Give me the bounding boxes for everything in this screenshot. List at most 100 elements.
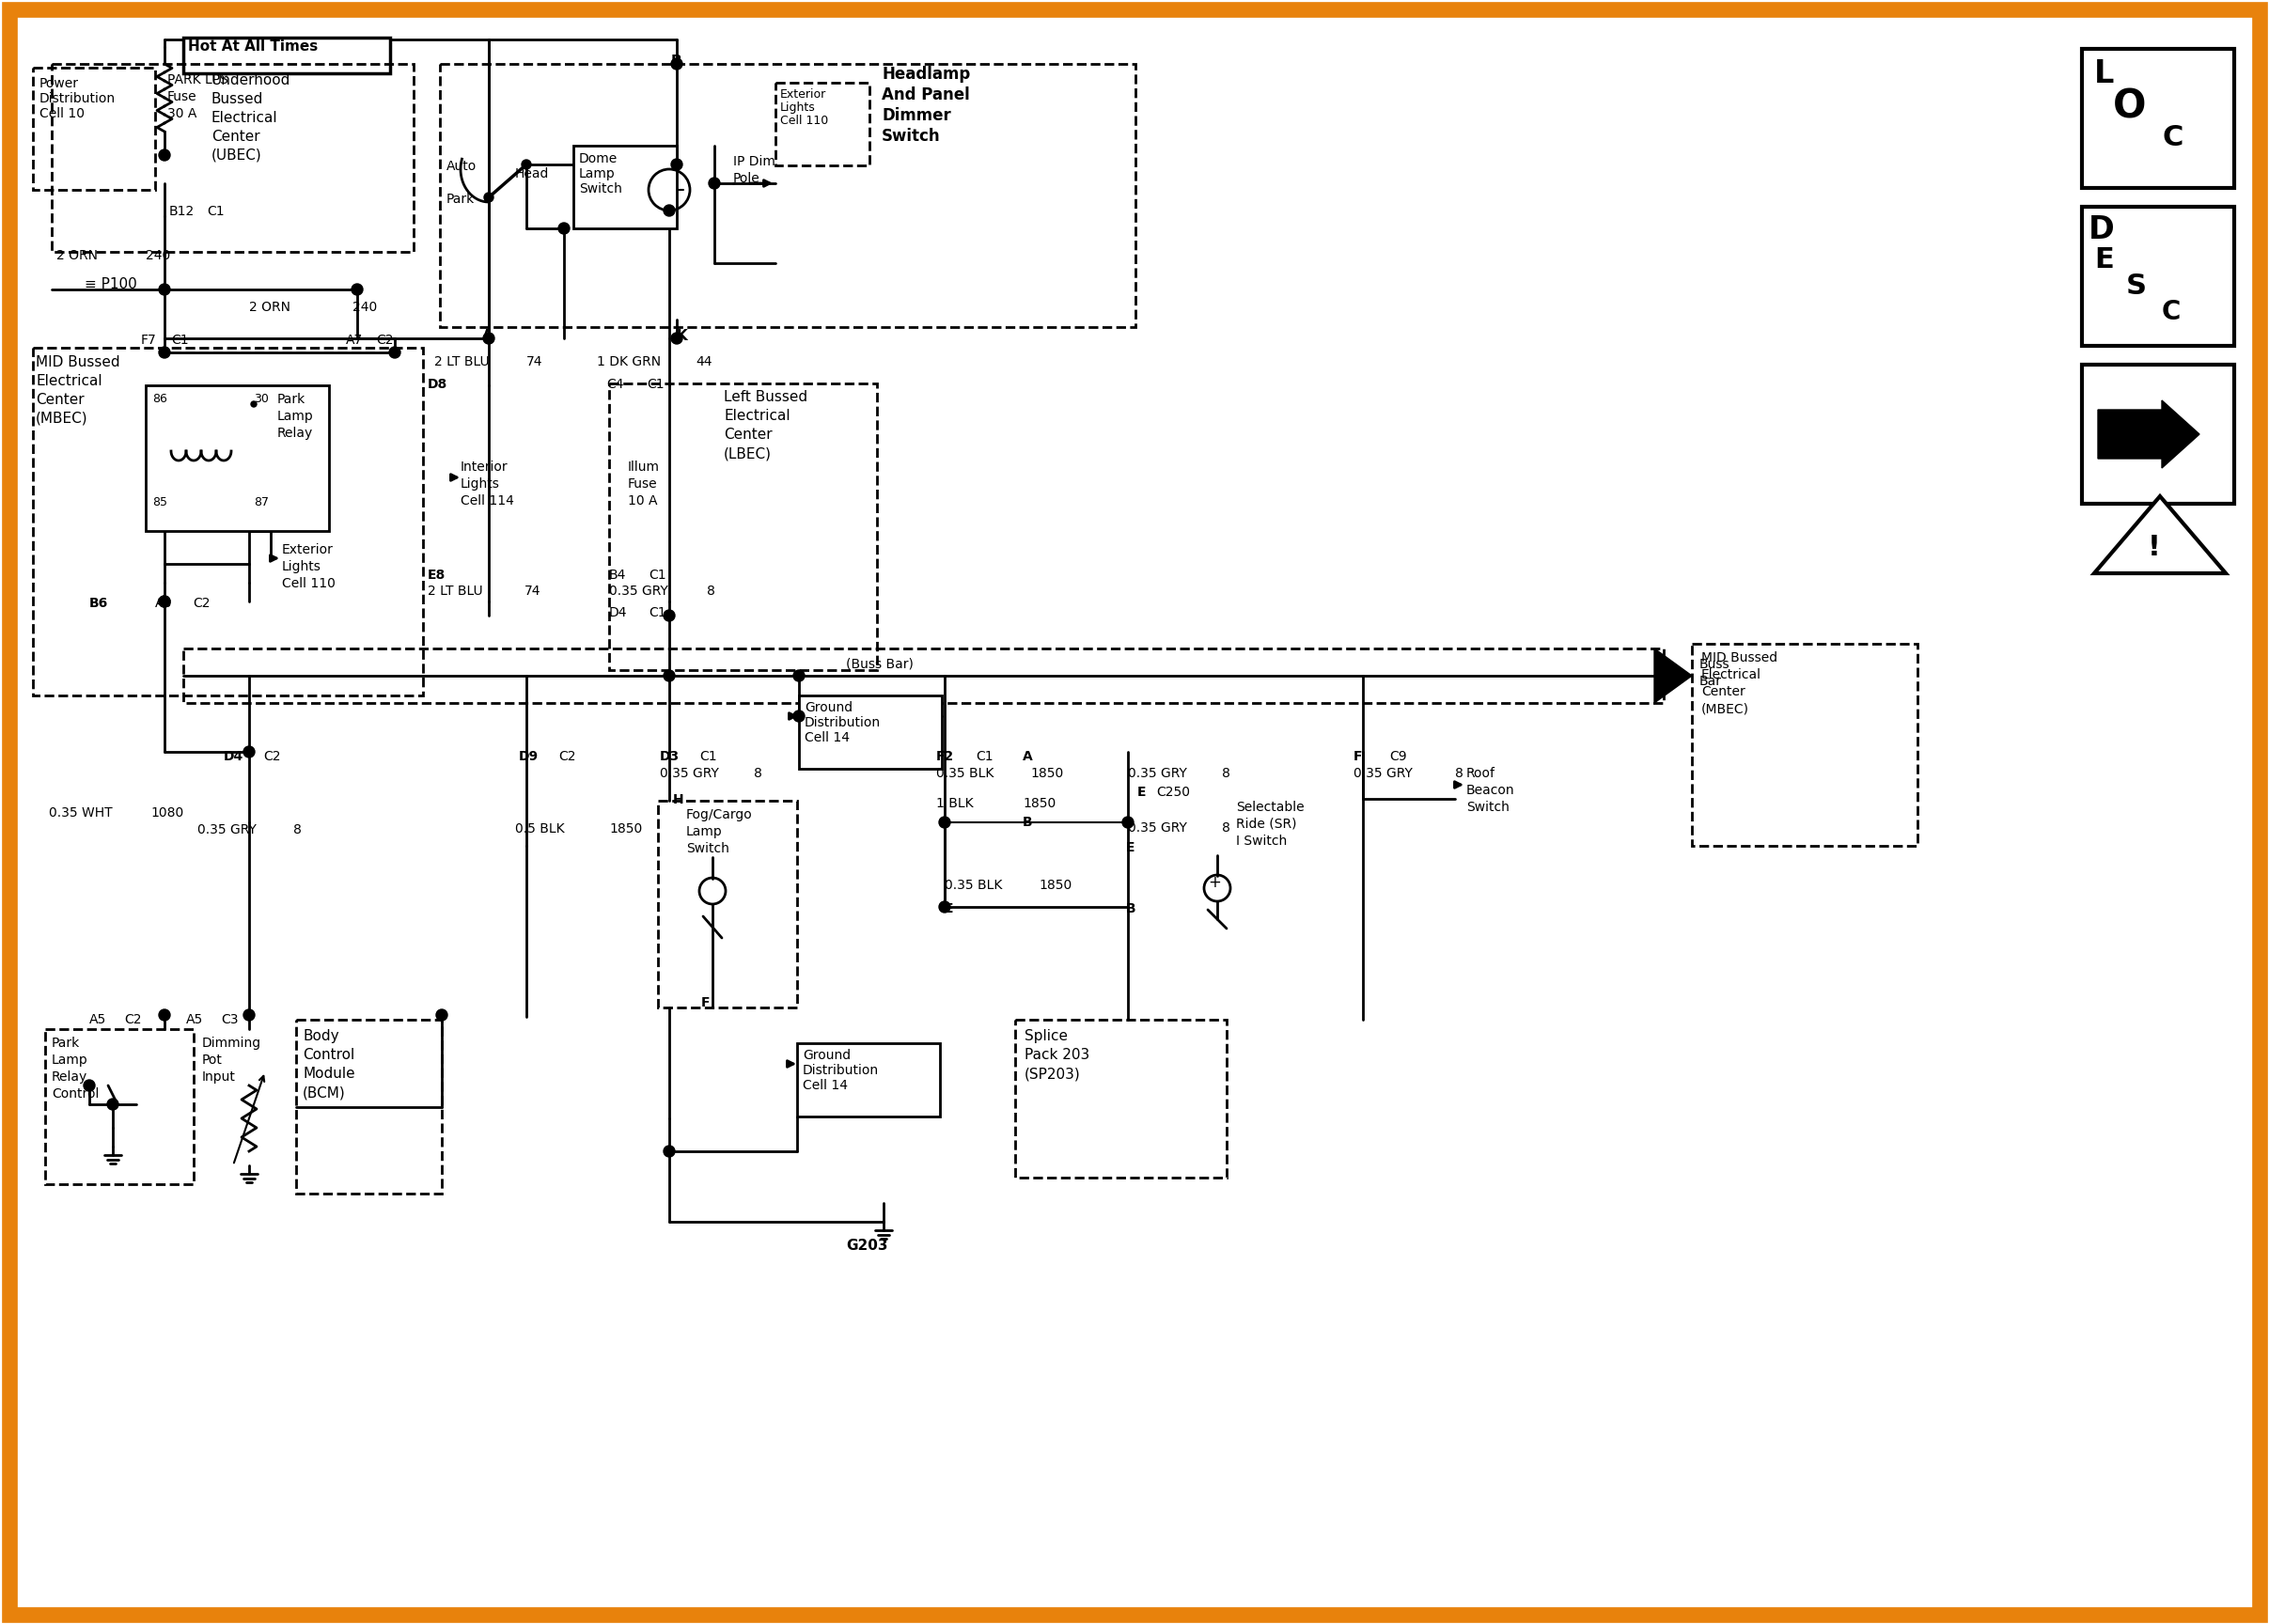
Text: Electrical: Electrical [36,374,102,388]
Text: C250: C250 [1157,786,1189,799]
Bar [574,146,676,229]
Text: C2: C2 [125,1013,141,1026]
Bar [658,801,796,1007]
Circle shape [663,611,674,622]
Text: Headlamp: Headlamp [883,67,971,83]
Text: C1: C1 [649,568,667,581]
Bar [52,63,413,252]
Text: E8: E8 [427,568,445,581]
Bar [32,348,422,695]
Bar [440,63,1134,326]
Text: 2 LT BLU: 2 LT BLU [433,356,490,369]
Text: F7: F7 [141,333,157,348]
Text: 0.35 BLK: 0.35 BLK [937,767,994,780]
Circle shape [672,159,683,171]
Text: Ground: Ground [805,702,853,715]
Text: C1: C1 [649,606,667,619]
Text: 0.35 BLK: 0.35 BLK [944,879,1003,892]
Text: Lamp: Lamp [579,167,615,180]
Text: 8: 8 [753,767,762,780]
Text: (UBEC): (UBEC) [211,148,261,162]
Circle shape [483,333,495,344]
Text: 85: 85 [152,497,168,508]
Text: Distribution: Distribution [803,1064,878,1077]
Text: G203: G203 [846,1239,887,1252]
Circle shape [159,596,170,607]
Text: E: E [2094,247,2115,273]
Text: A: A [483,330,492,343]
Text: 1850: 1850 [1030,767,1064,780]
Text: A5: A5 [88,1013,107,1026]
Text: C: C [2162,123,2183,151]
Bar [1693,643,1917,846]
Text: Electrical: Electrical [1702,667,1761,682]
Circle shape [794,711,805,721]
Circle shape [243,745,254,757]
Text: Lights: Lights [281,560,322,573]
Text: Dimming: Dimming [202,1036,261,1049]
Text: Control: Control [52,1088,100,1101]
Circle shape [794,671,805,682]
Text: (LBEC): (LBEC) [724,447,771,461]
Text: Auto: Auto [447,159,476,172]
Text: 1 DK GRN: 1 DK GRN [597,356,660,369]
Text: 74: 74 [524,585,540,598]
Text: 0.35 GRY: 0.35 GRY [660,767,719,780]
Text: K: K [676,330,688,343]
Text: Center: Center [724,427,771,442]
Text: !: ! [2149,534,2160,560]
Text: Fuse: Fuse [168,91,197,104]
Text: 0.5 BLK: 0.5 BLK [515,822,565,835]
Text: B: B [1023,815,1032,828]
Circle shape [159,348,170,357]
Text: Relay: Relay [277,427,313,440]
Bar [295,1020,442,1194]
Text: Center: Center [36,393,84,408]
Text: Dome: Dome [579,153,617,166]
Text: 0.35 GRY: 0.35 GRY [1128,767,1187,780]
Text: 0.35 GRY: 0.35 GRY [197,823,256,836]
Circle shape [252,401,256,408]
Text: C9: C9 [1389,750,1407,763]
Text: 1850: 1850 [1039,879,1071,892]
Text: 240: 240 [352,300,377,313]
Text: Switch: Switch [685,843,728,856]
Text: B: B [672,55,683,68]
Text: 8: 8 [708,585,715,598]
Circle shape [558,222,570,234]
Bar [184,648,1663,703]
Text: IP Dim: IP Dim [733,154,776,169]
Text: Switch: Switch [1466,801,1509,814]
Text: C1: C1 [170,333,188,348]
Text: Park: Park [277,393,306,406]
Text: Module: Module [302,1067,354,1082]
Text: C1: C1 [976,750,994,763]
Text: D4: D4 [608,606,629,619]
Bar [184,37,390,73]
Text: E: E [944,903,953,916]
Text: Body: Body [302,1030,338,1043]
Text: Pot: Pot [202,1054,222,1067]
Bar [776,83,869,166]
Bar [45,1030,193,1184]
Text: Fog/Cargo: Fog/Cargo [685,809,753,822]
Text: 8: 8 [293,823,302,836]
Bar [608,383,876,671]
Text: 74: 74 [526,356,542,369]
Bar [2083,206,2235,346]
Text: Lamp: Lamp [277,409,313,422]
Text: Switch: Switch [883,128,942,145]
Circle shape [159,284,170,296]
Circle shape [522,159,531,169]
Polygon shape [2094,497,2226,573]
Text: 0.35 WHT: 0.35 WHT [50,807,113,820]
Text: E: E [1125,841,1134,854]
Text: Center: Center [1702,685,1745,698]
Text: O: O [2112,86,2146,127]
Text: B6: B6 [88,596,109,611]
Text: Park: Park [52,1036,79,1049]
Text: D3: D3 [660,750,681,763]
Text: 8: 8 [1454,767,1464,780]
Text: A6: A6 [154,596,172,611]
Text: B12: B12 [170,205,195,218]
